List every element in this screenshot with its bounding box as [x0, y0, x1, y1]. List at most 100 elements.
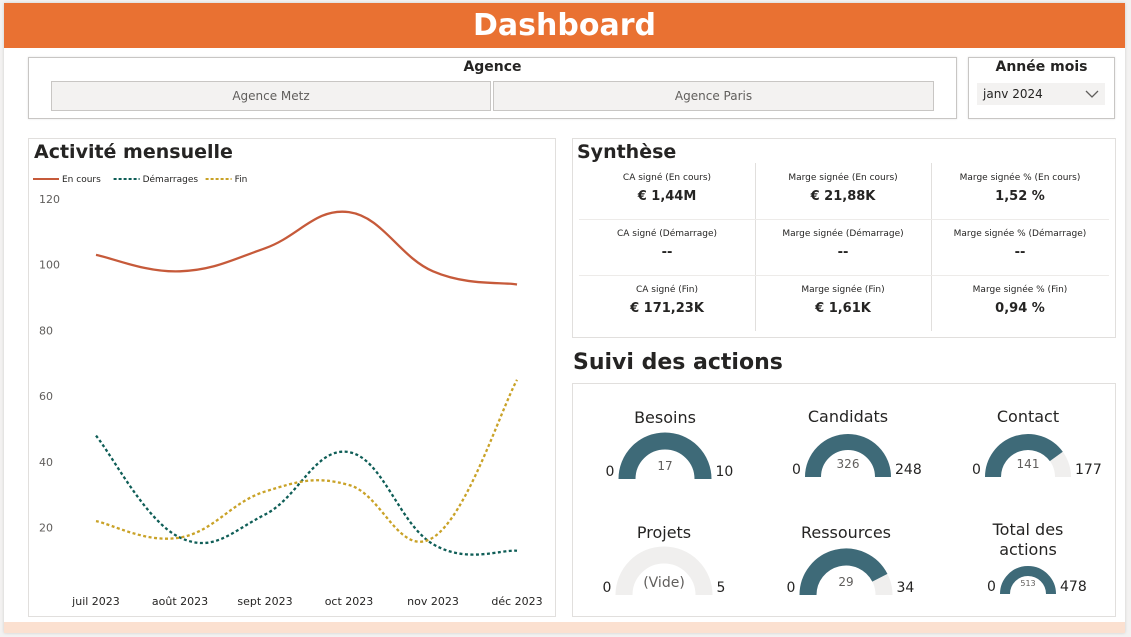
x-tick-label: juil 2023 — [71, 595, 120, 608]
agency-paris-button[interactable]: Agence Paris — [493, 81, 934, 111]
kpi-label: CA signé (Fin) — [635, 285, 699, 295]
kpi-label: Marge signée (En cours) — [788, 173, 898, 183]
synthese-kpi: Marge signée (Fin) € 1,61K — [755, 285, 931, 316]
gauge-arc — [799, 548, 893, 596]
gauge-min: 0 — [792, 462, 801, 478]
activity-chart-title: Activité mensuelle — [34, 141, 233, 163]
agency-metz-button[interactable]: Agence Metz — [51, 81, 491, 111]
gauge-max: 10 — [715, 464, 734, 480]
gauge-min: 0 — [987, 579, 996, 595]
synthese-kpi: CA signé (Fin) € 171,23K — [579, 285, 755, 316]
synthese-kpi: Marge signée % (Fin) 0,94 % — [932, 285, 1108, 316]
gauge-title: Total des actions — [992, 520, 1064, 559]
page-title: Dashboard — [473, 8, 656, 43]
gauge-value: 141 — [1016, 457, 1040, 471]
synthese-kpi: Marge signée (En cours) € 21,88K — [755, 173, 931, 204]
month-dropdown-value: janv 2024 — [983, 87, 1043, 101]
kpi-value: -- — [837, 245, 849, 260]
gauge-fill — [799, 548, 888, 596]
x-tick-label: oct 2023 — [325, 595, 374, 608]
gauge-max: 5 — [716, 580, 726, 596]
gauge-max: 34 — [896, 580, 915, 596]
chevron-down-icon — [1085, 90, 1099, 98]
synthese-kpi: CA signé (Démarrage) -- — [579, 229, 755, 260]
legend-label: Fin — [235, 175, 248, 185]
kpi-value: 0,94 % — [995, 301, 1045, 316]
gauge-arc — [805, 434, 891, 478]
suivi-card: Besoins 17 0 10 Candidats 326 0 248 Contact 141 0 1… — [572, 383, 1116, 617]
synthese-kpi: Marge signée % (En cours) 1,52 % — [932, 173, 1108, 204]
y-tick-label: 40 — [39, 456, 53, 469]
gauge-value: 513 — [1020, 579, 1036, 588]
legend-label: Démarrages — [143, 174, 199, 185]
header-bar: Dashboard — [4, 3, 1125, 48]
gauge-title: Ressources — [800, 523, 892, 542]
legend-item[interactable]: Démarrages — [113, 174, 199, 185]
synthese-kpi: Marge signée % (Démarrage) -- — [932, 229, 1108, 260]
agency-slicer-title: Agence — [463, 59, 522, 75]
gauge-max: 248 — [895, 462, 922, 478]
x-tick-label: sept 2023 — [237, 595, 292, 608]
gauge-arc — [618, 432, 712, 480]
gauge-title: Contact — [996, 407, 1060, 426]
month-dropdown[interactable]: janv 2024 — [977, 83, 1105, 105]
y-tick-label: 20 — [39, 522, 53, 535]
activity-line-chart: 20 40 60 80 100 120 juil 2023 août 2023 sept 202… — [33, 174, 543, 608]
gauge-fill — [805, 434, 891, 478]
gauge-arc — [1000, 566, 1056, 595]
activity-chart-card: Activité mensuelle 20 40 60 80 100 120 juil 20… — [28, 138, 556, 617]
kpi-label: Marge signée % (En cours) — [959, 173, 1081, 183]
gauge-arc — [615, 546, 713, 596]
series-line-encours[interactable] — [95, 210, 518, 286]
legend-item[interactable]: Fin — [205, 175, 248, 185]
gauge-title: Besoins — [634, 408, 696, 427]
row-divider — [579, 219, 1109, 220]
kpi-label: Marge signée (Démarrage) — [782, 229, 904, 239]
gauge-fill — [618, 432, 712, 480]
month-slicer: Année mois janv 2024 — [968, 57, 1115, 119]
y-tick-label: 100 — [39, 259, 60, 272]
gauge-fill — [1000, 566, 1056, 595]
legend-item[interactable]: En cours — [33, 175, 101, 185]
synthese-card: Synthèse CA signé (En cours) € 1,44M Marge… — [572, 138, 1116, 338]
gauge-value: 326 — [836, 457, 860, 471]
y-tick-label: 120 — [39, 193, 60, 206]
gauge-min: 0 — [972, 462, 981, 478]
gauge-value: 17 — [657, 459, 673, 473]
gauge-min: 0 — [602, 580, 612, 596]
gauge-arc — [985, 434, 1071, 478]
x-tick-label: août 2023 — [152, 595, 208, 608]
kpi-label: CA signé (Démarrage) — [616, 229, 718, 239]
column-divider — [931, 163, 932, 331]
gauge-max: 478 — [1060, 579, 1087, 595]
kpi-value: € 21,88K — [810, 189, 876, 204]
kpi-label: Marge signée % (Fin) — [972, 285, 1068, 295]
row-divider — [579, 275, 1109, 276]
kpi-value: 1,52 % — [995, 189, 1045, 204]
kpi-value: € 171,23K — [630, 301, 704, 316]
kpi-label: Marge signée (Fin) — [801, 285, 885, 295]
gauge-fill — [985, 434, 1063, 478]
kpi-value: -- — [661, 245, 673, 260]
suivi-title: Suivi des actions — [573, 350, 783, 375]
gauge-value: 29 — [838, 575, 854, 589]
x-tick-label: déc 2023 — [491, 595, 542, 608]
gauge-max: 177 — [1075, 462, 1102, 478]
synthese-kpi: CA signé (En cours) € 1,44M — [579, 173, 755, 204]
bottom-strip — [4, 622, 1125, 633]
column-divider — [755, 163, 756, 331]
x-tick-label: nov 2023 — [407, 595, 459, 608]
synthese-title: Synthèse — [577, 141, 677, 163]
kpi-label: CA signé (En cours) — [622, 173, 712, 183]
y-tick-label: 80 — [39, 324, 53, 337]
kpi-value: -- — [1014, 245, 1026, 260]
gauge-title: Projets — [636, 523, 692, 542]
y-tick-label: 60 — [39, 390, 53, 403]
series-line-dmarrages[interactable] — [95, 434, 518, 556]
gauge-min: 0 — [605, 464, 615, 480]
series-line-fin[interactable] — [95, 379, 519, 543]
synthese-kpi: Marge signée (Démarrage) -- — [755, 229, 931, 260]
legend-label: En cours — [62, 175, 101, 185]
agency-slicer: Agence Agence Metz Agence Paris — [28, 57, 957, 119]
gauge-value: (Vide) — [643, 575, 685, 591]
